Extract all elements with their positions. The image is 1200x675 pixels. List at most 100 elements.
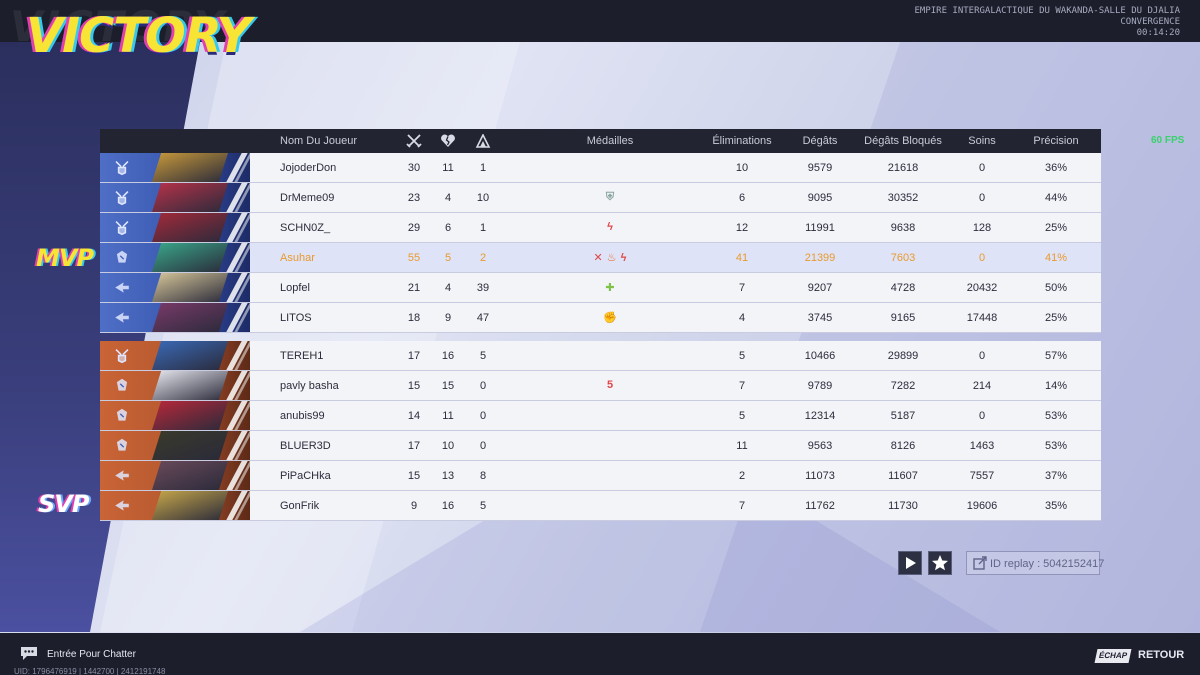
back-button[interactable]: RETOUR — [1138, 649, 1185, 661]
kills-value: 29 — [407, 222, 421, 234]
player-row[interactable]: Asuhar 55 5 2 ✕ ♨ ϟ 41 21399 7603 0 41% — [100, 243, 1101, 273]
player-row[interactable]: anubis99 14 11 0 5 12314 5187 0 53% — [100, 401, 1101, 431]
healing-value: 0 — [978, 350, 986, 362]
match-timer: 00:14:20 — [1136, 28, 1180, 38]
hero-portrait — [100, 491, 250, 520]
healing-value: 19606 — [966, 500, 998, 512]
column-medals: Médailles — [586, 135, 634, 147]
vanguard-role-icon — [115, 221, 129, 236]
column-damage: Dégâts — [802, 135, 838, 147]
favorite-button[interactable] — [928, 551, 952, 575]
escape-key-hint[interactable]: ÉCHAP — [1094, 649, 1132, 663]
medal-icon: ✚ — [605, 282, 615, 294]
player-row[interactable]: GonFrik 9 16 5 7 11762 11730 19606 35% — [100, 491, 1101, 521]
player-row[interactable]: TEREH1 17 16 5 5 10466 29899 0 57% — [100, 341, 1101, 371]
vanguard-role-icon — [115, 191, 129, 206]
enemy-team-rows: TEREH1 17 16 5 5 10466 29899 0 57% pavly basha 15 1… — [100, 341, 1101, 521]
medal-icon: ✕ — [593, 252, 603, 264]
player-name[interactable]: Asuhar — [280, 252, 315, 264]
hero-portrait — [100, 461, 250, 490]
hero-portrait — [100, 243, 250, 272]
player-name[interactable]: LITOS — [280, 312, 312, 324]
player-row[interactable]: Lopfel 21 4 39 ✚ 7 9207 4728 20432 50% — [100, 273, 1101, 303]
player-row[interactable]: pavly basha 15 15 0 5 7 9789 7282 214 14% — [100, 371, 1101, 401]
column-eliminations: Éliminations — [712, 135, 772, 147]
accuracy-value: 37% — [1044, 470, 1068, 482]
deaths-value: 4 — [444, 192, 452, 204]
kills-value: 18 — [407, 312, 421, 324]
eliminations-value: 7 — [738, 282, 746, 294]
hero-portrait — [100, 183, 250, 212]
hero-avatar — [152, 491, 228, 520]
chat-prompt[interactable]: Entrée Pour Chatter — [47, 649, 136, 660]
column-accuracy: Précision — [1033, 135, 1079, 147]
damage-value: 11762 — [805, 500, 835, 512]
play-replay-button[interactable] — [898, 551, 922, 575]
player-name[interactable]: JojoderDon — [280, 162, 337, 174]
player-row[interactable]: BLUER3D 17 10 0 11 9563 8126 1463 53% — [100, 431, 1101, 461]
kills-value: 55 — [407, 252, 421, 264]
kills-value: 14 — [407, 410, 421, 422]
hero-avatar — [152, 371, 228, 400]
healing-value: 0 — [978, 162, 986, 174]
assists-value: 5 — [479, 350, 487, 362]
player-name[interactable]: SCHN0Z_ — [280, 222, 331, 234]
damage-value: 10466 — [804, 350, 836, 362]
healing-value: 1463 — [969, 440, 995, 452]
hero-avatar — [152, 183, 228, 212]
healing-value: 17448 — [966, 312, 998, 324]
medal-icon: 5 — [606, 379, 614, 391]
medal-icon: ϟ — [607, 221, 613, 233]
player-name[interactable]: BLUER3D — [280, 440, 331, 452]
assists-value: 5 — [479, 500, 487, 512]
player-row[interactable]: SCHN0Z_ 29 6 1 ϟ 12 11991 9638 128 25% — [100, 213, 1101, 243]
accuracy-value: 57% — [1044, 350, 1068, 362]
map-name: EMPIRE INTERGALACTIQUE DU WAKANDA-SALLE … — [914, 6, 1180, 16]
hero-avatar — [152, 153, 228, 182]
hero-avatar — [152, 431, 228, 460]
eliminations-value: 7 — [738, 380, 746, 392]
replay-id-button[interactable]: ID replay : 5042152417 — [966, 551, 1104, 575]
vanguard-role-icon — [115, 349, 129, 364]
eliminations-value: 4 — [738, 312, 746, 324]
crossed-swords-icon — [400, 134, 428, 151]
player-row[interactable]: LITOS 18 9 47 ✊ 4 3745 9165 17448 25% — [100, 303, 1101, 333]
column-damage-blocked: Dégâts Bloqués — [864, 135, 942, 147]
damage-blocked-value: 5187 — [890, 410, 916, 422]
duelist-role-icon — [116, 250, 128, 263]
player-row[interactable]: JojoderDon 30 11 1 10 9579 21618 0 36% — [100, 153, 1101, 183]
kills-value: 15 — [407, 380, 421, 392]
player-row[interactable]: PiPaCHka 15 13 8 2 11073 11607 7557 37% — [100, 461, 1101, 491]
player-name[interactable]: PiPaCHka — [280, 470, 331, 482]
player-row[interactable]: DrMeme09 23 4 10 ⛨ 6 9095 30352 0 44% — [100, 183, 1101, 213]
player-name[interactable]: anubis99 — [280, 410, 325, 422]
medals: ✊ — [560, 311, 660, 324]
player-name[interactable]: pavly basha — [280, 380, 339, 392]
damage-value: 9789 — [807, 380, 833, 392]
match-info: EMPIRE INTERGALACTIQUE DU WAKANDA-SALLE … — [914, 6, 1180, 39]
eliminations-value: 12 — [735, 222, 749, 234]
deaths-value: 13 — [441, 470, 455, 482]
strategist-role-icon — [115, 470, 129, 481]
damage-blocked-value: 9165 — [890, 312, 916, 324]
hero-portrait — [100, 273, 250, 302]
deaths-value: 15 — [441, 380, 455, 392]
medal-icon: ✊ — [603, 312, 617, 324]
kills-value: 23 — [407, 192, 421, 204]
mvp-badge: MVP — [36, 244, 94, 272]
column-healing: Soins — [968, 135, 996, 147]
broken-heart-icon — [434, 134, 462, 151]
damage-blocked-value: 21618 — [887, 162, 919, 174]
kills-value: 9 — [410, 500, 418, 512]
healing-value: 20432 — [966, 282, 998, 294]
scoreboard-header: Nom Du Joueur Médailles Éliminations Dég… — [100, 129, 1101, 153]
hero-avatar — [152, 243, 228, 272]
medals: ⛨ — [560, 191, 660, 204]
player-name[interactable]: DrMeme09 — [280, 192, 335, 204]
star-icon — [932, 555, 948, 571]
player-name[interactable]: TEREH1 — [280, 350, 324, 362]
player-name[interactable]: Lopfel — [280, 282, 310, 294]
assist-icon — [469, 133, 497, 151]
assists-value: 0 — [479, 380, 487, 392]
player-name[interactable]: GonFrik — [280, 500, 320, 512]
